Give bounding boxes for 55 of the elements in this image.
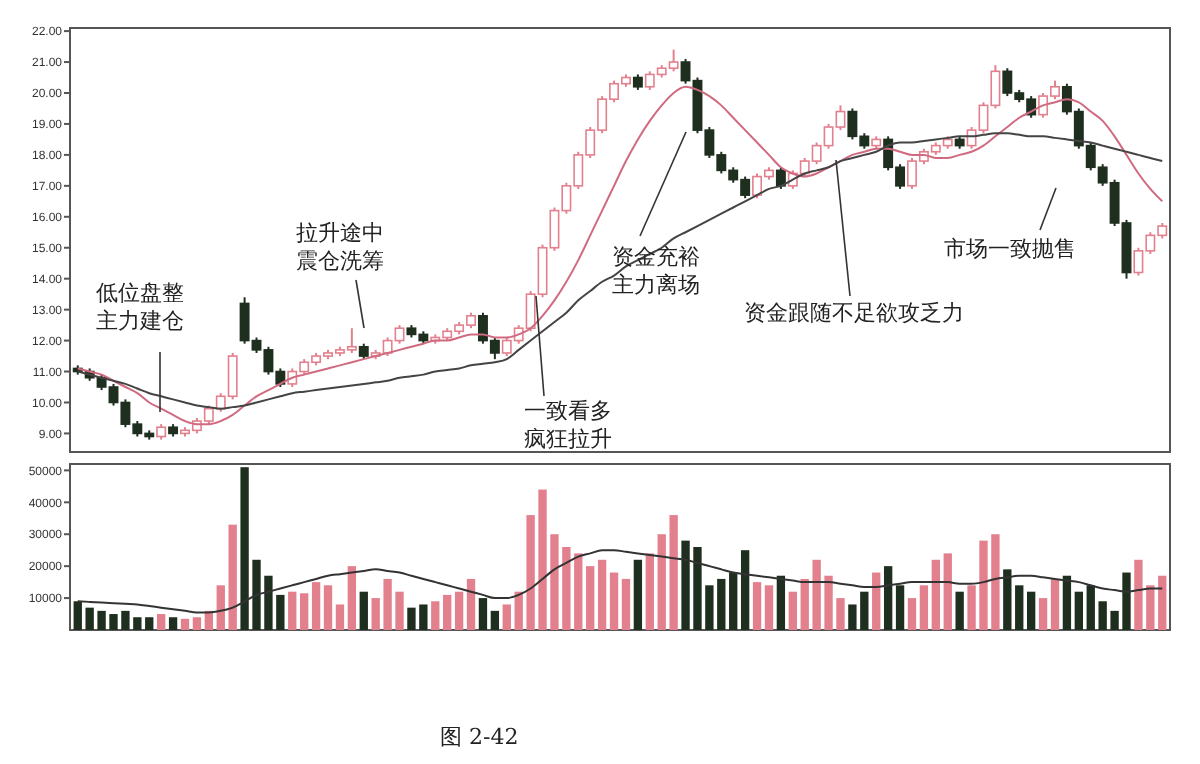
bar <box>466 578 476 630</box>
bar <box>764 585 774 630</box>
bar <box>621 578 631 630</box>
bar <box>1026 591 1036 630</box>
bar <box>752 582 762 630</box>
bar <box>168 617 178 630</box>
bar <box>323 585 333 630</box>
bar <box>454 591 464 630</box>
bar <box>502 604 511 630</box>
bar <box>490 610 500 630</box>
bar <box>1003 569 1012 630</box>
line-series <box>76 85 1164 426</box>
bar <box>180 618 190 630</box>
bar <box>1062 575 1072 630</box>
bar <box>228 524 237 630</box>
bar <box>478 598 488 630</box>
annotation: 市场一致抛售 <box>944 236 1076 262</box>
bar <box>216 585 225 630</box>
bar <box>776 575 786 630</box>
bar <box>883 566 893 630</box>
annotation: 低位盘整主力建仓 <box>96 280 184 334</box>
bar <box>645 553 654 630</box>
annotation: 资金跟随不足欲攻乏力 <box>744 300 964 326</box>
line-series <box>76 549 1164 614</box>
bar <box>335 604 345 630</box>
bar <box>597 559 607 630</box>
bar <box>586 566 595 630</box>
annotation: 一致看多疯狂拉升 <box>524 398 612 452</box>
bar <box>311 582 321 630</box>
bar <box>443 594 452 630</box>
caption: 图 2-42 <box>440 724 519 750</box>
bar <box>359 591 368 630</box>
bar <box>788 591 797 630</box>
bar <box>740 550 750 630</box>
bar <box>872 572 881 630</box>
bar <box>943 553 952 630</box>
bar <box>907 598 917 630</box>
bar <box>192 617 202 630</box>
bar <box>1038 598 1048 630</box>
bar <box>609 572 619 630</box>
bar <box>1074 591 1083 630</box>
bar <box>955 591 964 630</box>
bar <box>288 591 297 630</box>
bar <box>300 593 309 630</box>
bar <box>919 585 929 630</box>
bar <box>1050 578 1060 630</box>
bar <box>729 572 738 630</box>
bar <box>431 601 440 630</box>
bar <box>633 559 643 630</box>
bar <box>157 614 166 630</box>
bar <box>347 566 357 630</box>
annotation: 拉升途中震仓洗筹 <box>296 220 384 274</box>
bar <box>895 585 905 630</box>
bar <box>931 559 940 630</box>
bar <box>1015 585 1024 630</box>
